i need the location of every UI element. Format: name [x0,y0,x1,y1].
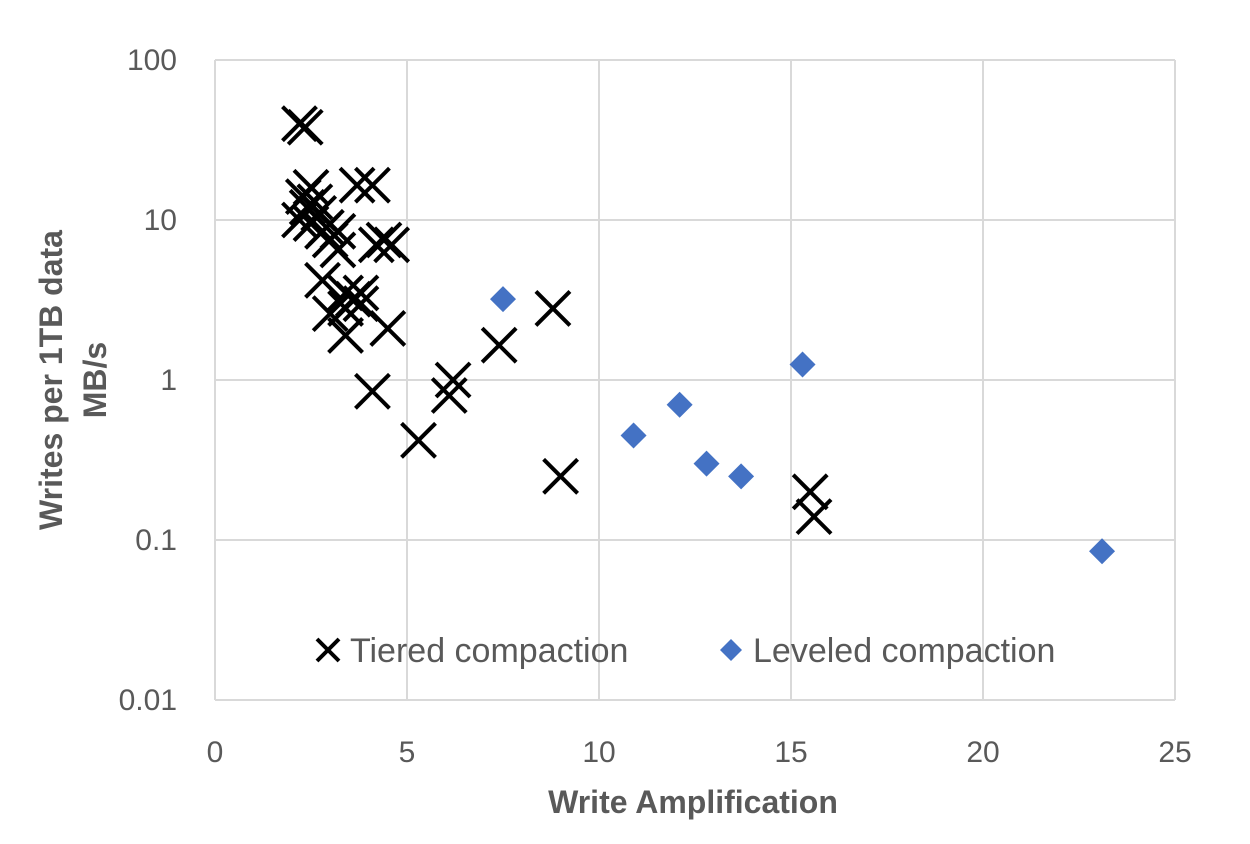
data-point-tiered [534,290,572,327]
data-point-tiered [354,372,391,410]
data-points [281,105,1116,565]
y-axis-title-line-1: Writes per 1TB data [33,230,69,530]
data-point-tiered [319,231,357,269]
legend-diamond-marker [720,639,742,661]
x-tick-label: 25 [1158,736,1191,769]
y-axis-title: Writes per 1TB data MB/s [33,230,113,530]
y-tick-label: 10 [144,204,177,237]
legend-item-leveled: Leveled compaction [720,632,1055,670]
data-point-tiered [542,457,580,495]
y-tick-label: 0.1 [135,524,177,557]
data-point-tiered [369,310,407,347]
y-tick-label: 100 [127,44,177,77]
x-tick-label: 10 [582,736,615,769]
x-tick-labels: 0 5 10 15 20 25 [207,736,1192,769]
y-tick-label: 0.01 [119,684,177,717]
legend-label-tiered: Tiered compaction [350,632,628,670]
gridlines [214,59,1176,701]
data-point-tiered [434,361,472,399]
data-point-tiered [296,183,334,221]
data-point-tiered [357,226,395,264]
data-point-leveled [620,422,647,449]
data-point-leveled [693,450,720,477]
data-point-tiered [327,316,364,354]
legend-label-leveled: Leveled compaction [753,632,1055,670]
y-tick-labels: 0.01 0.1 1 10 100 [119,44,177,717]
x-tick-label: 5 [399,736,416,769]
data-point-tiered [304,261,341,299]
x-axis-title: Write Amplification [548,784,838,820]
data-point-leveled [490,286,516,313]
legend-diamond-marker-icon [720,639,742,661]
legend-x-marker [315,637,341,663]
data-point-tiered [286,108,324,146]
y-axis-title-line-2: MB/s [77,342,113,418]
legend: Tiered compaction Leveled compaction [315,632,1055,670]
data-point-tiered [430,377,468,414]
data-point-tiered [338,166,376,204]
legend-x-marker-icon [315,637,341,663]
x-tick-label: 15 [774,736,807,769]
x-tick-label: 0 [207,736,224,769]
data-point-tiered [373,226,411,264]
data-point-tiered [281,201,318,239]
data-point-leveled [666,391,693,418]
data-point-tiered [795,498,833,536]
data-point-leveled [728,463,755,490]
x-tick-label: 20 [966,736,999,769]
data-point-tiered [365,221,403,259]
data-point-leveled [1089,538,1116,565]
data-point-tiered [354,166,391,204]
data-point-tiered [480,326,518,364]
data-point-tiered [400,421,437,459]
y-tick-label: 1 [160,364,177,397]
data-point-leveled [789,351,816,378]
legend-item-tiered: Tiered compaction [315,632,628,670]
